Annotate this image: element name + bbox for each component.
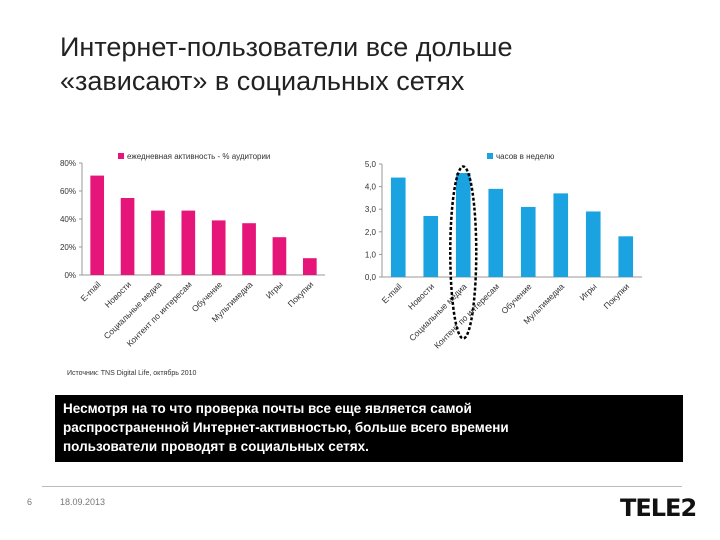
x-tick-label: E-mail (78, 279, 102, 303)
bar-1 (90, 175, 105, 275)
hours-per-week-svg: 0,0 1,0 2,0 3,0 4,0 5,0 часов в неделю E-mail Но… (365, 152, 642, 350)
legend-swatch (118, 153, 124, 159)
bar-4 (488, 188, 504, 277)
bar-6 (553, 193, 569, 277)
bar-5 (520, 206, 536, 277)
bar-4 (181, 210, 196, 275)
bar-2 (423, 215, 439, 277)
legend-label: часов в неделю (496, 152, 554, 161)
legend-swatch (487, 153, 493, 159)
y-tick-label: 40% (60, 215, 76, 224)
source-note: Источник: TNS Digital Life, октябрь 2010 (67, 370, 197, 377)
bar-8 (302, 258, 317, 275)
x-tick-label: Игры (264, 279, 285, 300)
daily-activity-svg: 0% 20% 40% 60% 80% ежедневная активность - % … (60, 152, 325, 348)
y-tick-label: 4,0 (365, 183, 377, 192)
callout-box: Несмотря на то что проверка почты все ещ… (55, 395, 683, 462)
y-tick-label: 3,0 (365, 205, 377, 214)
bar-8 (618, 236, 634, 277)
bar-2 (120, 198, 135, 275)
bar-6 (242, 223, 256, 275)
hours-per-week-chart: 0,0 1,0 2,0 3,0 4,0 5,0 часов в неделю E-mail Но… (352, 150, 652, 365)
x-tick-label: Покупки (601, 281, 631, 311)
callout-line-2: распространенной Интернет-активностью, б… (63, 420, 509, 435)
legend-label: ежедневная активность - % аудитории (127, 152, 270, 161)
y-tick-label: 2,0 (365, 228, 377, 237)
x-tick-label: Социальные медиа (102, 279, 164, 341)
x-tick-label: Новости (103, 279, 134, 310)
y-tick-label: 60% (60, 187, 76, 196)
highlight-ellipse (449, 165, 478, 340)
y-tick-label: 0% (64, 271, 76, 280)
y-tick-label: 5,0 (365, 160, 377, 169)
footer-divider (42, 486, 682, 487)
x-tick-label: Новости (406, 281, 437, 312)
title-line-1: Интернет-пользователи все дольше (60, 32, 513, 62)
bar-7 (272, 237, 287, 275)
y-tick-label: 1,0 (365, 250, 377, 259)
x-tick-label: Покупки (286, 279, 316, 309)
slide-date: 18.09.2013 (60, 497, 106, 507)
y-tick-label: 0,0 (365, 273, 377, 282)
bar-1 (390, 177, 406, 277)
daily-activity-chart: 0% 20% 40% 60% 80% ежедневная активность - % … (50, 150, 340, 365)
page-number: 6 (27, 497, 33, 507)
slide-title: Интернет-пользователи все дольше «зависа… (60, 30, 680, 98)
title-line-2: «зависают» в социальных сетях (60, 66, 465, 96)
bar-3 (455, 173, 471, 277)
x-tick-label: E-mail (380, 281, 404, 305)
bar-5 (211, 220, 226, 275)
y-tick-label: 20% (60, 243, 76, 252)
callout-line-3: пользователи проводят в социальных сетях… (63, 439, 369, 454)
bar-3 (151, 210, 165, 275)
tele2-logo: TELE2 (620, 494, 697, 522)
x-tick-label: Игры (577, 281, 598, 302)
bar-7 (585, 211, 601, 277)
x-tick-label: Контент по интересам (432, 281, 501, 350)
callout-line-1: Несмотря на то что проверка почты все ещ… (63, 401, 472, 416)
y-tick-label: 80% (60, 159, 76, 168)
